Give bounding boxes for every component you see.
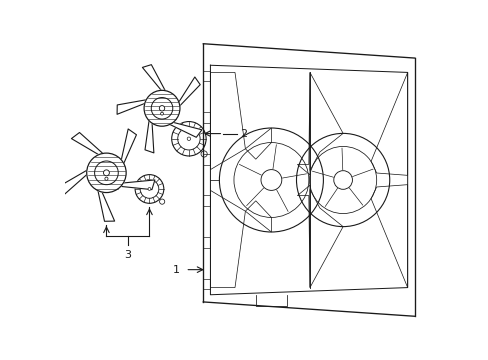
Polygon shape bbox=[71, 132, 104, 156]
Polygon shape bbox=[60, 170, 88, 195]
Circle shape bbox=[160, 112, 163, 115]
Polygon shape bbox=[142, 65, 165, 91]
Polygon shape bbox=[117, 100, 147, 114]
Polygon shape bbox=[119, 180, 155, 190]
Text: 2: 2 bbox=[240, 129, 247, 139]
Circle shape bbox=[148, 188, 151, 190]
Polygon shape bbox=[121, 129, 136, 165]
Circle shape bbox=[187, 137, 190, 140]
Polygon shape bbox=[168, 122, 202, 137]
Circle shape bbox=[144, 90, 180, 126]
Circle shape bbox=[86, 153, 126, 193]
Polygon shape bbox=[98, 189, 114, 221]
Circle shape bbox=[159, 105, 164, 111]
Text: 1: 1 bbox=[173, 265, 180, 275]
Text: 3: 3 bbox=[124, 250, 131, 260]
Polygon shape bbox=[178, 77, 200, 107]
Polygon shape bbox=[145, 120, 154, 153]
Circle shape bbox=[103, 170, 109, 176]
Circle shape bbox=[104, 177, 108, 180]
